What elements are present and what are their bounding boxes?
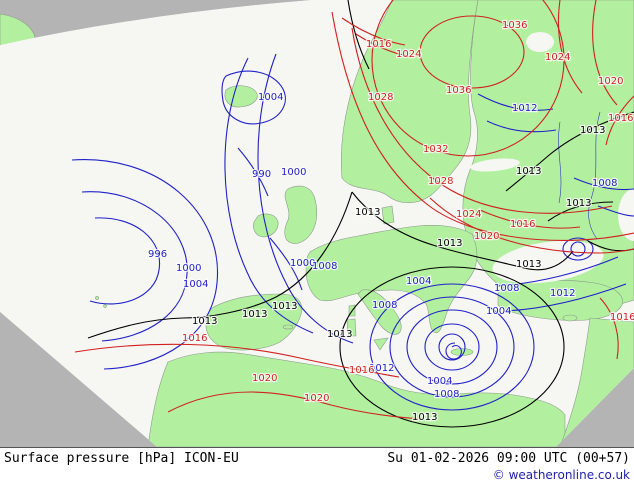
isobar-label: 1004 [258, 92, 283, 103]
isobar-label: 1008 [494, 283, 519, 294]
isobar-label: 1004 [486, 306, 511, 317]
north-africa [147, 351, 566, 447]
iberia [205, 293, 303, 351]
isobar-label: 1016 [349, 365, 374, 376]
isobar-labels: 1004 1016 1024 1036 1036 1024 1020 1028 1032 1016… [147, 19, 634, 424]
product-name: Surface pressure [4, 451, 130, 466]
caspian-sea [618, 189, 634, 241]
isobar-label: 1016 [366, 39, 391, 50]
isobars-high [74, 0, 634, 420]
iceland [224, 85, 258, 108]
isobar-label: 1000 [281, 167, 306, 178]
azores-2 [103, 304, 107, 308]
isobar-label: 1024 [545, 52, 570, 63]
italy [357, 289, 402, 335]
isobar-label: 1016 [510, 219, 535, 230]
isobars-1013 [87, 0, 634, 428]
isobar-label: 1013 [272, 301, 297, 312]
great-britain [284, 185, 318, 244]
isobar-label: 1000 [176, 263, 201, 274]
isobar-label: 1016 [608, 113, 633, 124]
gulf-of-finland [470, 158, 520, 172]
isobar-label: 1013 [516, 259, 541, 270]
sicily [373, 337, 389, 351]
sardinia [346, 318, 357, 337]
isobar-label: 1008 [312, 261, 337, 272]
isobar-label: 1012 [512, 103, 537, 114]
isobar-label: 1013 [412, 412, 437, 423]
isobar-label: 1013 [580, 125, 605, 136]
footer-bar: Surface pressure [hPa] ICON-EU Su 01-02-… [0, 447, 634, 490]
isobar-label: 1004 [427, 376, 452, 387]
product-title: Surface pressure [hPa] ICON-EU [4, 451, 239, 466]
isobar-label: 1020 [252, 373, 277, 384]
isobar-label: 1020 [474, 231, 499, 242]
isobar-label: 1016 [182, 333, 207, 344]
isobar-label: 1000 [290, 258, 315, 269]
isobar-label: 1032 [423, 144, 448, 155]
isobar-label: 1012 [550, 288, 575, 299]
isobar-label: 1013 [327, 329, 352, 340]
isobar-label: 1020 [598, 76, 623, 87]
isobar-label: 1036 [502, 20, 527, 31]
valid-time: Su 01-02-2026 09:00 UTC (00+57) [387, 451, 630, 466]
copyright-link: © weatheronline.co.uk [492, 468, 630, 482]
pressure-map: 1004 1016 1024 1036 1036 1024 1020 1028 1032 1016… [0, 0, 634, 447]
isobar-label: 1013 [437, 238, 462, 249]
isobars-low [71, 53, 634, 411]
rivers [558, 111, 601, 240]
isobar-label: 1008 [434, 389, 459, 400]
footer-info-row: Surface pressure [hPa] ICON-EU Su 01-02-… [4, 451, 630, 466]
isobar-label: 1016 [610, 312, 634, 323]
footer-credit-row: © weatheronline.co.uk [4, 468, 630, 482]
isobar-label: 996 [148, 249, 167, 260]
isobar-label: 1013 [355, 207, 380, 218]
isobar-label: 1013 [516, 166, 541, 177]
azores [95, 296, 99, 300]
isobar-label: 1013 [566, 198, 591, 209]
product-unit: [hPa] [137, 451, 177, 466]
denmark [381, 205, 395, 225]
isobar-label: 1024 [396, 49, 421, 60]
white-sea [526, 32, 554, 52]
marginal-seas [470, 32, 634, 284]
isobar-label: 1024 [456, 209, 481, 220]
cyprus [562, 314, 578, 322]
isobar-label: 990 [252, 169, 271, 180]
model-name: ICON-EU [184, 451, 239, 466]
balearics [282, 324, 294, 330]
isobar-label: 1013 [192, 316, 217, 327]
isobar-label: 1012 [369, 363, 394, 374]
isobar-label: 1020 [304, 393, 329, 404]
black-sea [492, 240, 604, 284]
isobar-label: 1008 [372, 300, 397, 311]
central-europe [305, 224, 478, 334]
isobar-label: 1036 [446, 85, 471, 96]
surface-pressure-chart: 1004 1016 1024 1036 1036 1024 1020 1028 1032 1016… [0, 0, 634, 447]
isobar-label: 1004 [183, 279, 208, 290]
isobar-label: 1013 [242, 309, 267, 320]
isobar-label: 1028 [368, 92, 393, 103]
isobar-label: 1028 [428, 176, 453, 187]
model-domain [0, 0, 634, 447]
isobar-label: 1008 [592, 178, 617, 189]
isobar-label: 1004 [406, 276, 431, 287]
